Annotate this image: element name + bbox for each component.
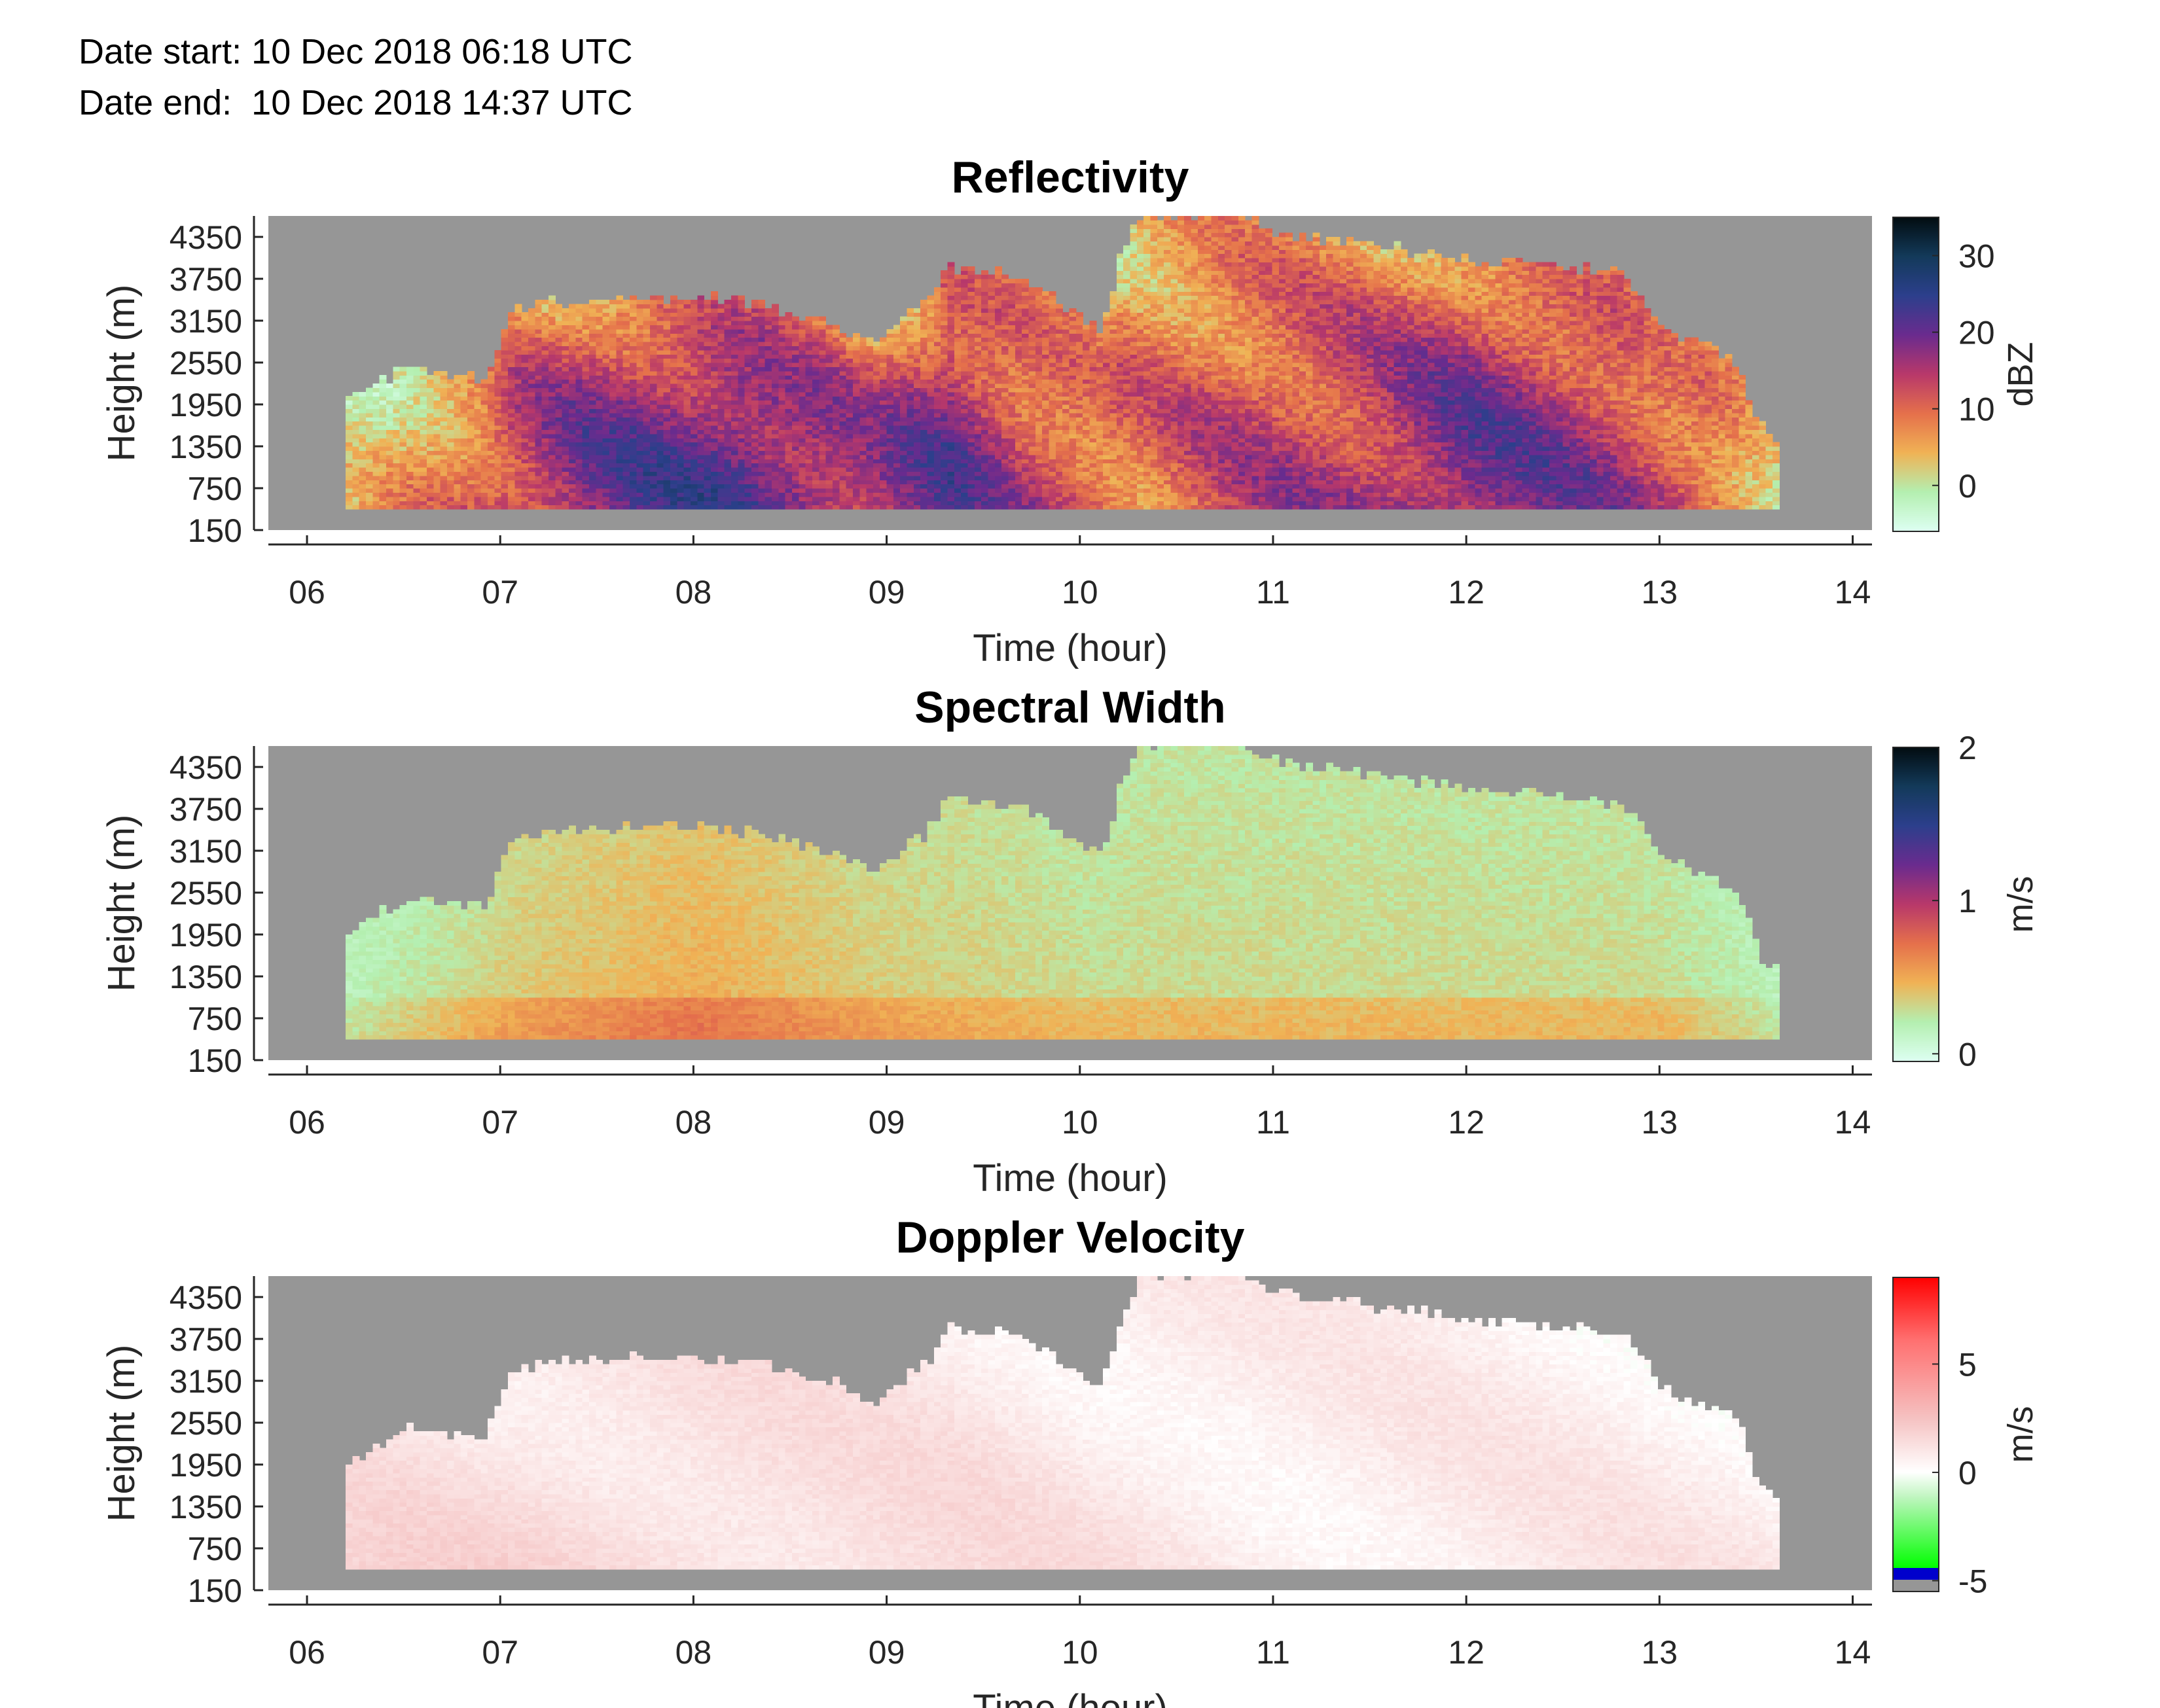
y-tick-label: 750: [188, 471, 242, 507]
colorbar-tick-label: 1: [1958, 883, 1977, 919]
y-tick-label: 4350: [170, 219, 242, 256]
y-tick-label: 1950: [170, 1447, 242, 1484]
colorbar-tick-label: 0: [1958, 468, 1977, 505]
x-tick-label: 09: [869, 1104, 905, 1141]
x-tick-label: 06: [289, 574, 325, 611]
y-tick-label: 150: [188, 1042, 242, 1079]
colorbar-gradient: [1893, 747, 1939, 1061]
y-tick-label: 1350: [170, 429, 242, 465]
panel-title: Reflectivity: [952, 152, 1189, 202]
y-tick-label: 1350: [170, 1489, 242, 1525]
x-tick-label: 12: [1448, 1634, 1485, 1671]
x-tick-label: 11: [1256, 1634, 1290, 1671]
x-tick-label: 09: [869, 1634, 905, 1671]
panel-2: Doppler Velocity150750135019502550315037…: [100, 1213, 2040, 1708]
x-tick-label: 12: [1448, 574, 1485, 611]
x-tick-label: 07: [482, 1634, 518, 1671]
colorbar-tick-label: 2: [1958, 730, 1977, 766]
x-axis-label: Time (hour): [973, 1157, 1168, 1200]
x-tick-label: 08: [675, 1634, 712, 1671]
panel-0: Reflectivity 150 750 1350 1950 2550 3150 3750 43…: [100, 152, 2040, 669]
colorbar-gradient: [1893, 217, 1939, 531]
y-tick-label: 2550: [170, 1405, 242, 1442]
panel-title: Doppler Velocity: [896, 1213, 1245, 1262]
x-axis-label: Time (hour): [973, 627, 1168, 669]
x-tick-label: 07: [482, 574, 518, 611]
x-tick-label: 08: [675, 1104, 712, 1141]
y-tick-label: 3750: [170, 791, 242, 828]
panel-1: Spectral Width 150 750 1350 1950 2550 3150 3750…: [100, 683, 2040, 1200]
x-tick-label: 06: [289, 1104, 325, 1141]
x-tick-label: 13: [1641, 1104, 1678, 1141]
y-tick-label: 1350: [170, 959, 242, 995]
y-tick-label: 150: [188, 1573, 242, 1609]
y-tick-label: 4350: [170, 1279, 242, 1316]
colorbar-tick-label: 0: [1958, 1455, 1977, 1491]
x-axis-label: Time (hour): [973, 1687, 1168, 1708]
y-tick-label: 3150: [170, 303, 242, 340]
colorbar-tick-label: 20: [1958, 315, 1995, 351]
y-axis-label: Height (m): [100, 285, 143, 462]
y-tick-label: 2550: [170, 875, 242, 912]
x-tick-label: 10: [1062, 1634, 1098, 1671]
colorbar-label: m/s: [2001, 1406, 2040, 1463]
x-tick-label: 06: [289, 1634, 325, 1671]
y-axis-label: Height (m): [100, 815, 143, 992]
x-tick-label: 11: [1256, 1104, 1290, 1141]
y-tick-label: 1950: [170, 917, 242, 953]
colorbar: -5 0 5 m/s: [1893, 1277, 2040, 1599]
y-tick-label: 1950: [170, 387, 242, 423]
y-tick-label: 3150: [170, 1363, 242, 1400]
figure: Reflectivity1507501350195025503150375043…: [0, 0, 2160, 1708]
x-tick-label: 09: [869, 574, 905, 611]
y-tick-label: 2550: [170, 345, 242, 382]
y-tick-label: 3150: [170, 833, 242, 870]
y-tick-label: 750: [188, 1531, 242, 1567]
colorbar-gradient: [1893, 1277, 1939, 1592]
x-tick-label: 13: [1641, 1634, 1678, 1671]
x-tick-label: 11: [1256, 574, 1290, 611]
colorbar-tick-label: 30: [1958, 238, 1995, 275]
panel-title: Spectral Width: [914, 683, 1225, 732]
x-tick-label: 10: [1062, 1104, 1098, 1141]
x-tick-label: 10: [1062, 574, 1098, 611]
x-tick-label: 07: [482, 1104, 518, 1141]
x-tick-label: 08: [675, 574, 712, 611]
x-tick-label: 14: [1835, 1634, 1871, 1671]
x-tick-label: 14: [1835, 1104, 1871, 1141]
y-tick-label: 3750: [170, 1321, 242, 1358]
x-tick-label: 13: [1641, 574, 1678, 611]
y-tick-label: 150: [188, 512, 242, 549]
colorbar: 0 10 20 30 dBZ: [1893, 217, 2040, 531]
colorbar: 0 1 2 m/s: [1893, 730, 2040, 1073]
y-axis-label: Height (m): [100, 1345, 143, 1522]
y-tick-label: 4350: [170, 749, 242, 786]
colorbar-label: m/s: [2001, 876, 2040, 933]
y-tick-label: 3750: [170, 261, 242, 298]
x-tick-label: 12: [1448, 1104, 1485, 1141]
colorbar-tick-label: 10: [1958, 391, 1995, 428]
y-tick-label: 750: [188, 1001, 242, 1037]
colorbar-label: dBZ: [2001, 342, 2040, 406]
colorbar-tick-label: 5: [1958, 1346, 1977, 1383]
x-tick-label: 14: [1835, 574, 1871, 611]
colorbar-tick-label: 0: [1958, 1036, 1977, 1073]
colorbar-tick-label: -5: [1958, 1563, 1987, 1599]
